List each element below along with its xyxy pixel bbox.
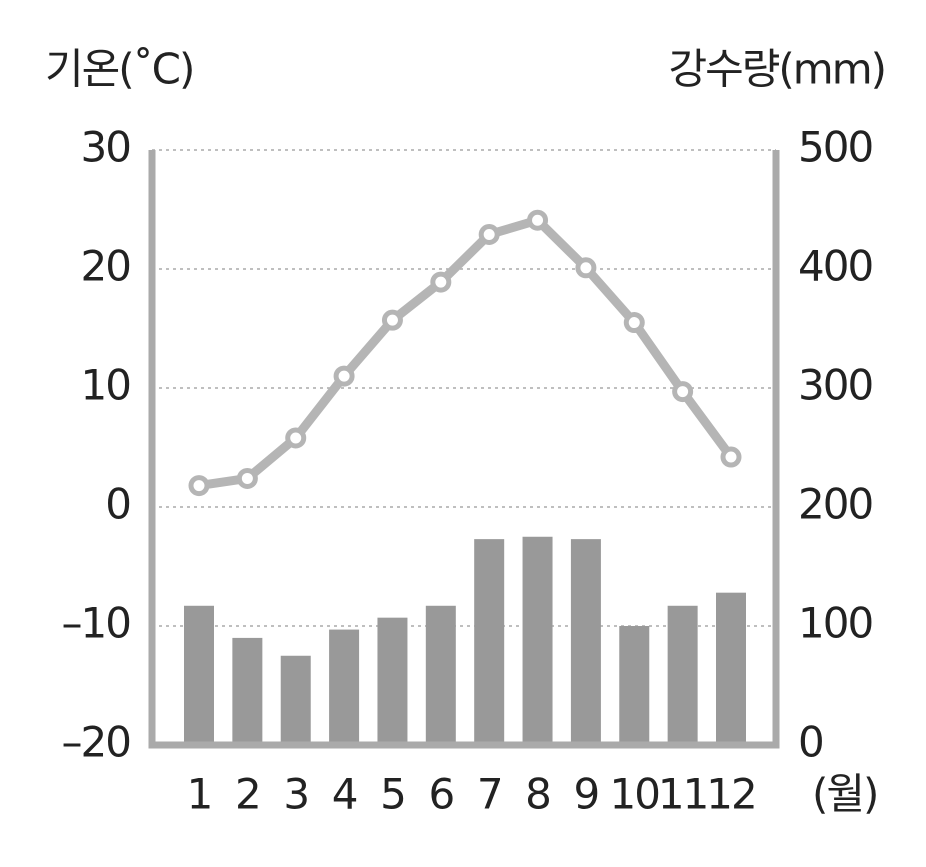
x-tick-label: 10 xyxy=(610,770,659,819)
x-tick-label: 7 xyxy=(477,770,502,819)
y2-tick-label: 300 xyxy=(798,361,872,410)
x-tick-label: 12 xyxy=(706,770,755,819)
bar xyxy=(377,617,408,745)
x-tick-label: 8 xyxy=(525,770,550,819)
y2-tick-label: 400 xyxy=(798,242,872,291)
bar xyxy=(280,655,311,745)
bar xyxy=(184,605,214,745)
x-tick-label: 5 xyxy=(380,770,405,819)
line-point xyxy=(623,312,645,334)
line-point xyxy=(720,446,742,468)
line-point xyxy=(478,223,500,245)
y2-tick-label: 500 xyxy=(798,123,872,172)
y-axis-label: 기온(˚C) xyxy=(45,45,193,94)
line-point xyxy=(285,427,307,449)
x-tick-label: 4 xyxy=(332,770,357,819)
line-point xyxy=(188,475,210,497)
y-tick-label: 0 xyxy=(105,480,130,529)
x-tick-label: 1 xyxy=(187,770,212,819)
y2-tick-label: 100 xyxy=(798,599,872,648)
y-tick-label: –20 xyxy=(62,718,130,767)
x-axis-label: (월) xyxy=(812,770,877,819)
line-point xyxy=(381,309,403,331)
x-tick-label: 2 xyxy=(235,770,260,819)
y2-axis-label: 강수량(mm) xyxy=(668,45,885,94)
bar xyxy=(619,626,650,745)
y-tick-label: 10 xyxy=(81,361,130,410)
x-tick-label: 3 xyxy=(283,770,308,819)
bar xyxy=(570,539,601,745)
y2-tick-label: 200 xyxy=(798,480,872,529)
bar xyxy=(232,637,263,745)
bar xyxy=(474,539,505,745)
bar xyxy=(716,592,746,745)
y2-tick-label: 0 xyxy=(798,718,823,767)
x-tick-label: 6 xyxy=(428,770,453,819)
x-tick-label: 11 xyxy=(658,770,707,819)
bar xyxy=(667,605,698,745)
y-tick-label: –10 xyxy=(62,599,130,648)
bar xyxy=(425,605,456,745)
line-point xyxy=(527,209,549,231)
temperature-line xyxy=(198,215,735,491)
bar xyxy=(329,629,360,745)
axis-frame xyxy=(148,150,780,749)
x-tick-label: 9 xyxy=(574,770,599,819)
y-tick-label: 30 xyxy=(81,123,130,172)
line-point xyxy=(333,365,355,387)
y-tick-label: 20 xyxy=(81,242,130,291)
line-point xyxy=(236,467,258,489)
line-point xyxy=(575,257,597,279)
line-point xyxy=(430,271,452,293)
line-point xyxy=(672,381,694,403)
bar xyxy=(522,536,553,745)
